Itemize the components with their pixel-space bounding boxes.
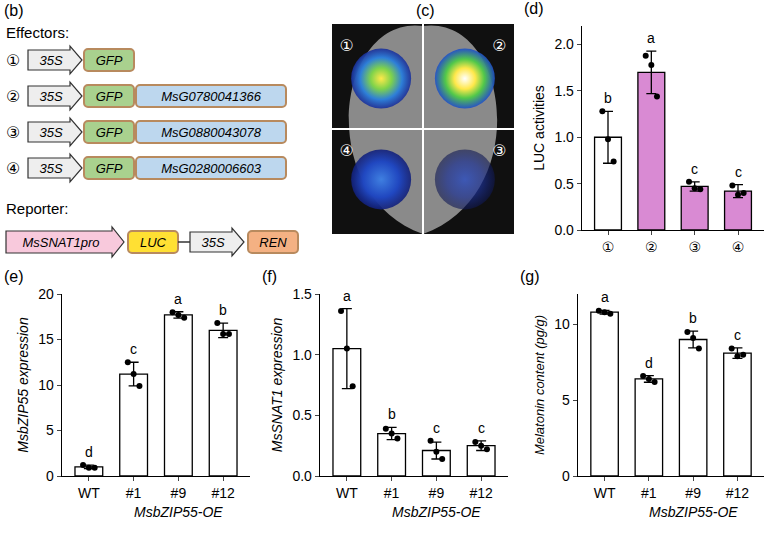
svg-text:a: a <box>647 30 655 46</box>
svg-text:1.5: 1.5 <box>292 286 312 302</box>
svg-text:④: ④ <box>6 159 20 178</box>
svg-text:20: 20 <box>38 286 54 302</box>
svg-text:0.0: 0.0 <box>292 468 312 484</box>
svg-text:MsG0880043078: MsG0880043078 <box>161 125 262 140</box>
svg-text:35S: 35S <box>39 125 62 140</box>
svg-text:d: d <box>85 444 93 460</box>
svg-text:GFP: GFP <box>96 89 123 104</box>
svg-text:WT: WT <box>594 485 616 501</box>
html-text:(g): (g) <box>520 268 540 285</box>
svg-text:GFP: GFP <box>96 53 123 68</box>
svg-text:MsbZIP55-OE: MsbZIP55-OE <box>134 504 223 520</box>
html-text:(e): (e) <box>4 268 24 285</box>
svg-text:③: ③ <box>6 123 20 142</box>
svg-text:②: ② <box>492 36 506 55</box>
svg-text:MsG0280006603: MsG0280006603 <box>161 161 262 176</box>
svg-text:③: ③ <box>492 141 506 160</box>
svg-text:MsbZIP55 expression: MsbZIP55 expression <box>15 317 31 453</box>
svg-text:GFP: GFP <box>96 125 123 140</box>
svg-text:REN: REN <box>259 235 287 250</box>
svg-text:35S: 35S <box>39 161 62 176</box>
svg-text:c: c <box>735 164 742 180</box>
html-text:(f): (f) <box>262 268 278 285</box>
svg-text:c: c <box>433 420 440 436</box>
svg-text:#1: #1 <box>384 485 400 501</box>
svg-text:LUC activities: LUC activities <box>531 85 547 171</box>
svg-text:0: 0 <box>562 468 570 484</box>
svg-text:#9: #9 <box>685 485 701 501</box>
svg-text:①: ① <box>339 36 353 55</box>
svg-text:④: ④ <box>339 141 353 160</box>
svg-text:(b): (b) <box>4 2 24 19</box>
svg-text:35S: 35S <box>201 235 224 250</box>
svg-text:c: c <box>734 327 741 343</box>
svg-text:0.5: 0.5 <box>292 407 312 423</box>
svg-text:LUC: LUC <box>140 235 167 250</box>
svg-text:15: 15 <box>38 331 54 347</box>
svg-text:②: ② <box>645 239 658 255</box>
svg-text:c: c <box>130 341 137 357</box>
svg-text:MsbZIP55-OE: MsbZIP55-OE <box>649 504 738 520</box>
svg-text:10: 10 <box>554 316 570 332</box>
svg-text:#9: #9 <box>429 485 445 501</box>
svg-text:b: b <box>219 302 227 318</box>
svg-text:②: ② <box>6 87 20 106</box>
svg-text:1.0: 1.0 <box>292 347 312 363</box>
svg-text:MsG0780041366: MsG0780041366 <box>161 89 262 104</box>
svg-text:10: 10 <box>38 377 54 393</box>
svg-text:a: a <box>174 291 182 307</box>
svg-text:GFP: GFP <box>96 161 123 176</box>
svg-text:b: b <box>388 406 396 422</box>
svg-text:1.5: 1.5 <box>554 83 574 99</box>
svg-text:#12: #12 <box>726 485 750 501</box>
svg-text:35S: 35S <box>39 53 62 68</box>
svg-text:5: 5 <box>46 422 54 438</box>
svg-text:Melatonin content (pg/g): Melatonin content (pg/g) <box>532 315 547 455</box>
svg-text:Reporter:: Reporter: <box>6 200 69 217</box>
svg-text:2.0: 2.0 <box>554 36 574 52</box>
svg-text:WT: WT <box>78 485 100 501</box>
svg-text:#1: #1 <box>641 485 657 501</box>
svg-text:①: ① <box>602 239 615 255</box>
svg-text:#12: #12 <box>211 485 235 501</box>
svg-text:MsbZIP55-OE: MsbZIP55-OE <box>392 504 481 520</box>
svg-text:③: ③ <box>688 239 701 255</box>
svg-text:0.0: 0.0 <box>554 222 574 238</box>
svg-text:MsSNAT1pro: MsSNAT1pro <box>22 235 99 250</box>
svg-text:#1: #1 <box>126 485 142 501</box>
svg-text:a: a <box>601 289 609 305</box>
svg-text:5: 5 <box>562 392 570 408</box>
svg-text:#9: #9 <box>171 485 187 501</box>
svg-text:c: c <box>691 161 698 177</box>
svg-text:c: c <box>478 420 485 436</box>
svg-text:35S: 35S <box>39 89 62 104</box>
svg-text:0: 0 <box>46 468 54 484</box>
svg-text:b: b <box>604 90 612 106</box>
svg-text:MsSNAT1 expression: MsSNAT1 expression <box>269 318 285 453</box>
svg-text:1.0: 1.0 <box>554 129 574 145</box>
svg-text:b: b <box>689 310 697 326</box>
html-text:(d): (d) <box>524 0 544 17</box>
svg-text:Effectors:: Effectors: <box>6 24 69 41</box>
svg-text:④: ④ <box>732 239 745 255</box>
svg-text:a: a <box>343 288 351 304</box>
svg-text:WT: WT <box>336 485 358 501</box>
svg-text:①: ① <box>6 51 20 70</box>
svg-text:0.5: 0.5 <box>554 176 574 192</box>
svg-text:(c): (c) <box>416 2 435 19</box>
svg-text:d: d <box>645 355 653 371</box>
svg-text:#12: #12 <box>469 485 493 501</box>
